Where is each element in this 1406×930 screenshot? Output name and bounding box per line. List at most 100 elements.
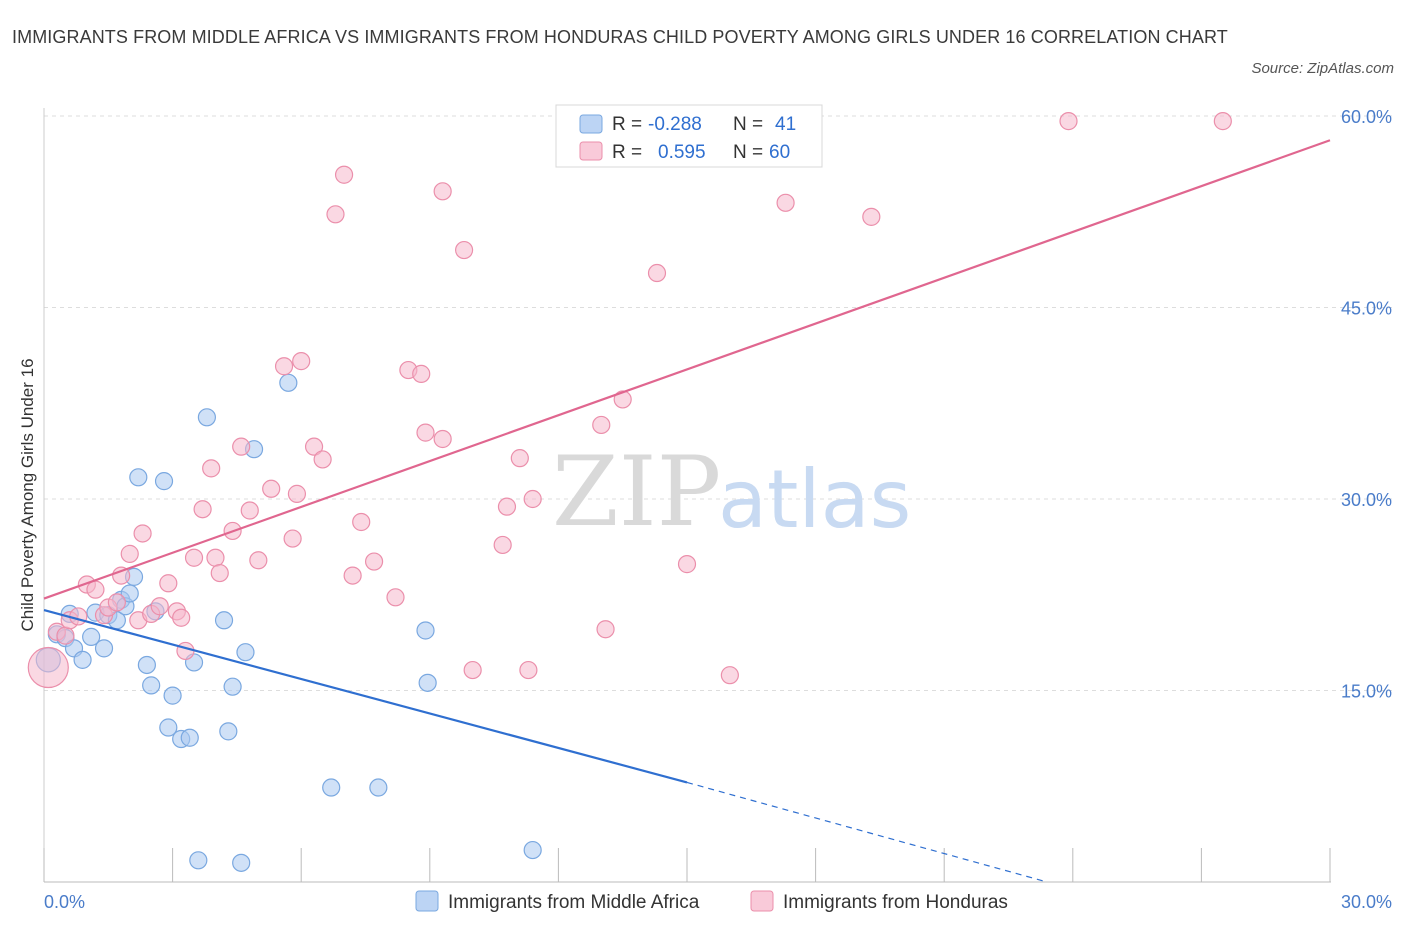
point-honduras xyxy=(862,207,881,226)
point-middle-africa xyxy=(418,673,437,692)
legend-swatch-pink xyxy=(579,141,603,161)
legend-n-label-pink: N = xyxy=(733,142,763,163)
legend-r-label-pink: R = xyxy=(612,142,642,163)
point-honduras xyxy=(262,479,281,498)
point-honduras xyxy=(120,544,139,563)
point-honduras xyxy=(86,580,105,599)
point-honduras xyxy=(326,205,345,224)
point-middle-africa xyxy=(214,611,234,630)
legend-swatch-blue xyxy=(579,114,603,134)
grid-lines xyxy=(43,108,1392,882)
point-honduras xyxy=(720,666,739,685)
y-tick-label: 15.0% xyxy=(1341,682,1392,702)
point-honduras xyxy=(184,548,204,567)
point-honduras xyxy=(352,512,371,532)
point-honduras xyxy=(249,551,268,570)
point-honduras xyxy=(510,449,529,468)
point-honduras xyxy=(176,641,195,661)
legend-r-value-blue: -0.288 xyxy=(648,114,702,135)
point-middle-africa xyxy=(120,584,139,603)
watermark-atlas: atlas xyxy=(718,453,911,546)
x-tick-label-min: 0.0% xyxy=(44,892,85,912)
point-honduras xyxy=(493,535,512,555)
point-honduras xyxy=(313,450,332,469)
bottom-legend-label-pink: Immigrants from Honduras xyxy=(783,892,1008,913)
point-honduras xyxy=(1213,112,1232,131)
point-honduras xyxy=(287,484,307,503)
y-tick-label: 45.0% xyxy=(1341,299,1392,319)
bottom-legend-swatch-pink xyxy=(750,890,774,912)
x-tick-label-max: 30.0% xyxy=(1341,892,1392,912)
correlation-legend: R = -0.288 N = 41 R = 0.595 N = 60 xyxy=(555,104,823,168)
point-honduras xyxy=(193,500,212,519)
point-honduras xyxy=(112,566,131,585)
point-middle-africa xyxy=(322,778,341,797)
point-middle-africa xyxy=(232,853,251,872)
point-honduras xyxy=(454,240,474,260)
point-honduras xyxy=(677,555,697,574)
legend-n-value-blue: 41 xyxy=(775,114,796,135)
y-tick-label: 60.0% xyxy=(1341,107,1392,127)
point-honduras xyxy=(343,566,362,585)
point-middle-africa xyxy=(369,778,388,797)
point-honduras xyxy=(304,437,324,456)
bottom-legend-swatch-blue xyxy=(415,890,439,912)
trend-line-middle-africa-extension xyxy=(686,781,1048,883)
point-middle-africa xyxy=(219,722,238,741)
point-middle-africa xyxy=(189,851,208,870)
point-honduras xyxy=(613,390,632,409)
point-honduras xyxy=(497,497,517,516)
point-middle-africa xyxy=(159,718,178,737)
point-middle-africa xyxy=(154,472,174,491)
point-honduras xyxy=(519,660,538,680)
point-middle-africa xyxy=(137,655,156,675)
point-honduras xyxy=(150,597,169,616)
point-honduras xyxy=(1059,112,1078,131)
point-middle-africa xyxy=(197,408,216,427)
point-honduras xyxy=(202,459,221,478)
watermark-zip: ZIP xyxy=(552,436,721,548)
point-honduras xyxy=(647,263,667,283)
point-honduras xyxy=(463,660,482,680)
point-honduras xyxy=(172,608,191,627)
legend-n-label-blue: N = xyxy=(733,114,763,135)
point-honduras xyxy=(240,501,259,520)
series-honduras-points xyxy=(27,112,1232,689)
point-honduras xyxy=(433,429,452,449)
chart-title: IMMIGRANTS FROM MIDDLE AFRICA VS IMMIGRA… xyxy=(12,27,1228,47)
point-honduras xyxy=(523,489,542,509)
chart-source: Source: ZipAtlas.com xyxy=(1251,60,1394,77)
point-honduras xyxy=(364,552,384,571)
point-middle-africa xyxy=(180,728,199,747)
point-honduras xyxy=(386,588,405,607)
point-honduras xyxy=(592,415,611,435)
point-honduras xyxy=(412,364,431,383)
point-honduras xyxy=(69,607,88,626)
point-middle-africa xyxy=(129,468,148,487)
point-honduras xyxy=(210,563,229,583)
point-honduras xyxy=(283,529,302,548)
point-middle-africa xyxy=(279,373,298,392)
point-middle-africa xyxy=(94,639,114,658)
y-tick-label: 30.0% xyxy=(1341,490,1392,510)
point-honduras xyxy=(27,646,69,689)
point-honduras xyxy=(107,593,126,612)
point-middle-africa xyxy=(523,840,542,860)
point-middle-africa xyxy=(163,686,182,705)
legend-r-label-blue: R = xyxy=(612,114,642,135)
point-honduras xyxy=(596,620,615,639)
point-honduras xyxy=(159,574,178,593)
trend-line-honduras xyxy=(43,139,1331,600)
trend-lines xyxy=(43,139,1331,883)
point-honduras xyxy=(433,182,452,201)
point-middle-africa xyxy=(142,676,161,695)
bottom-legend-label-blue: Immigrants from Middle Africa xyxy=(448,892,700,913)
y-axis-label: Child Poverty Among Girls Under 16 xyxy=(18,358,37,631)
point-honduras xyxy=(232,437,251,456)
point-honduras xyxy=(334,165,354,184)
y-tick-labels: 15.0% 30.0% 45.0% 60.0% xyxy=(1341,107,1392,702)
x-axis-ticks xyxy=(43,848,1331,882)
point-middle-africa xyxy=(73,650,92,669)
point-middle-africa xyxy=(416,621,435,640)
